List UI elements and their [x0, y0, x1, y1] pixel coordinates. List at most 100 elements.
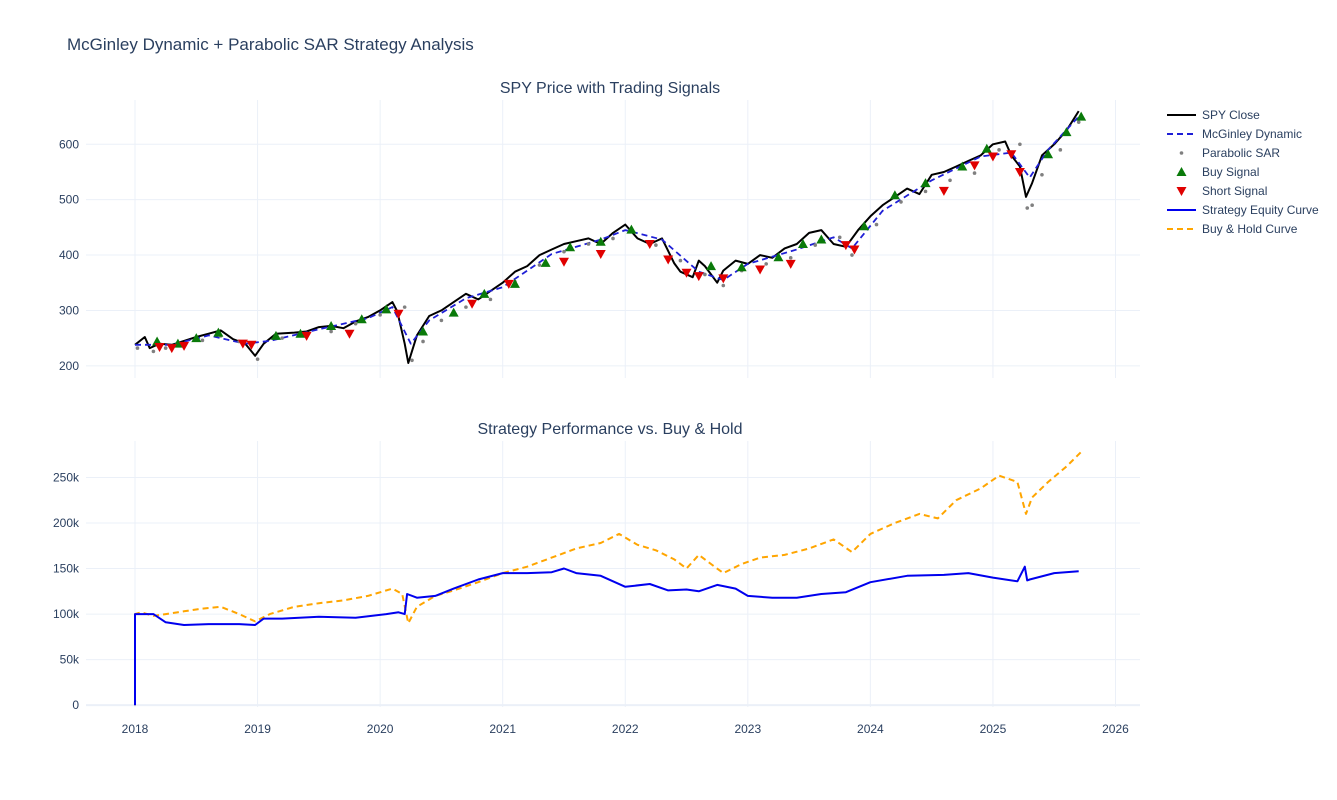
x-tick-label: 2020	[367, 722, 394, 736]
psar-point	[703, 272, 707, 277]
legend-item[interactable]: Buy & Hold Curve	[1167, 222, 1298, 236]
buy-signal-marker	[920, 178, 931, 188]
legend-label: Short Signal	[1202, 184, 1267, 198]
buy-signal-marker	[540, 257, 551, 267]
legend-item[interactable]: Short Signal	[1176, 184, 1268, 198]
short-signal-marker	[938, 186, 949, 196]
top-plot-grid: 200 300 400 500 600	[59, 100, 1140, 378]
psar-point	[439, 318, 444, 323]
top-y-tick-label: 500	[59, 193, 79, 207]
buy-hold-line	[134, 451, 1082, 706]
psar-point	[562, 249, 566, 254]
psar-point	[764, 262, 768, 266]
buy-signal-marker	[448, 307, 459, 317]
legend-item[interactable]: SPY Close	[1167, 108, 1260, 122]
short-signal-marker	[849, 245, 860, 255]
top-y-tick-label: 400	[59, 248, 79, 262]
short-signal-marker	[987, 152, 998, 162]
legend-label: Buy Signal	[1202, 165, 1259, 179]
buy-signal-marker	[981, 143, 992, 153]
legend-label: McGinley Dynamic	[1202, 127, 1302, 141]
legend-item[interactable]: Strategy Equity Curve	[1167, 203, 1319, 217]
x-tick-label: 2023	[734, 722, 761, 736]
short-signal-marker	[785, 259, 796, 269]
short-signal-marker	[969, 161, 980, 171]
x-tick-label: 2024	[857, 722, 884, 736]
legend-item[interactable]: Parabolic SAR	[1179, 146, 1281, 160]
short-signal-marker	[166, 344, 177, 354]
legend[interactable]: SPY Close McGinley Dynamic Parabolic SAR Bu…	[1167, 108, 1319, 236]
psar-point	[948, 178, 952, 183]
psar-point	[1040, 172, 1044, 177]
psar-point	[972, 171, 977, 175]
psar-point	[537, 263, 542, 267]
buy-signal-marker	[816, 234, 827, 244]
short-signal-marker	[467, 299, 478, 309]
short-signal-marker	[663, 255, 674, 265]
psar-point	[837, 235, 842, 240]
psar-point	[135, 346, 140, 350]
psar-point	[163, 346, 168, 350]
short-signal-marker	[718, 274, 729, 284]
psar-point	[151, 349, 156, 354]
psar-point	[1025, 206, 1030, 210]
buy-signal-marker	[859, 221, 870, 231]
buy-signal-marker	[418, 326, 429, 336]
buy-signal-marker	[626, 224, 637, 234]
buy-signal-marker	[326, 320, 337, 330]
top-y-tick-label: 200	[59, 359, 79, 373]
short-signal-marker	[301, 331, 312, 341]
psar-point	[721, 283, 726, 288]
psar-point	[421, 339, 425, 344]
psar-point	[353, 321, 358, 326]
buy-signal-marker	[595, 236, 606, 246]
short-signal-marker	[681, 268, 692, 278]
short-signal-marker	[595, 249, 606, 259]
buy-signal-marker	[1076, 111, 1087, 121]
short-signal-marker	[693, 272, 704, 282]
top-subplot-title: SPY Price with Trading Signals	[500, 80, 720, 97]
buy-signal-marker	[381, 304, 392, 314]
psar-point	[813, 243, 818, 247]
bottom-subplot-title: Strategy Performance vs. Buy & Hold	[478, 421, 743, 438]
buy-signal-marker	[1043, 149, 1054, 159]
buy-signal-marker	[479, 288, 490, 298]
psar-point	[410, 358, 414, 363]
x-tick-label: 2022	[612, 722, 639, 736]
legend-label: Buy & Hold Curve	[1202, 222, 1298, 236]
psar-point	[280, 336, 284, 340]
legend-item[interactable]: McGinley Dynamic	[1167, 127, 1302, 141]
psar-point	[1030, 203, 1034, 208]
psar-point	[378, 313, 382, 317]
buy-signal-marker	[706, 261, 717, 271]
buy-signal-marker	[213, 327, 224, 337]
psar-point	[1076, 120, 1081, 124]
psar-point	[997, 148, 1001, 152]
psar-point	[1058, 148, 1063, 152]
short-signal-marker	[237, 339, 248, 349]
psar-point	[678, 258, 683, 263]
x-tick-label: 2021	[489, 722, 516, 736]
short-signal-marker	[840, 241, 851, 251]
psar-point	[611, 236, 615, 241]
psar-point	[654, 243, 658, 247]
legend-dot-swatch	[1179, 151, 1184, 155]
bottom-y-tick-label: 200k	[53, 516, 80, 530]
parabolic-sar-dots	[135, 120, 1081, 363]
buy-signal-marker	[957, 161, 968, 171]
short-signal-marker	[154, 342, 165, 352]
psar-point	[488, 297, 493, 302]
strategy-equity-line	[134, 565, 1079, 706]
top-plot-area	[134, 110, 1087, 364]
psar-point	[402, 305, 407, 309]
legend-label: Strategy Equity Curve	[1202, 203, 1319, 217]
short-signal-marker	[344, 329, 355, 339]
short-signal-marker	[1014, 167, 1025, 177]
buy-signal-marker	[889, 190, 900, 200]
legend-item[interactable]: Buy Signal	[1176, 165, 1260, 179]
psar-point	[464, 305, 468, 309]
bottom-plot-grid: 2018 2019 2020 2021 2022 2023 2024 2025 2026 0 50k…	[53, 441, 1140, 736]
buy-signal-marker	[191, 333, 202, 343]
